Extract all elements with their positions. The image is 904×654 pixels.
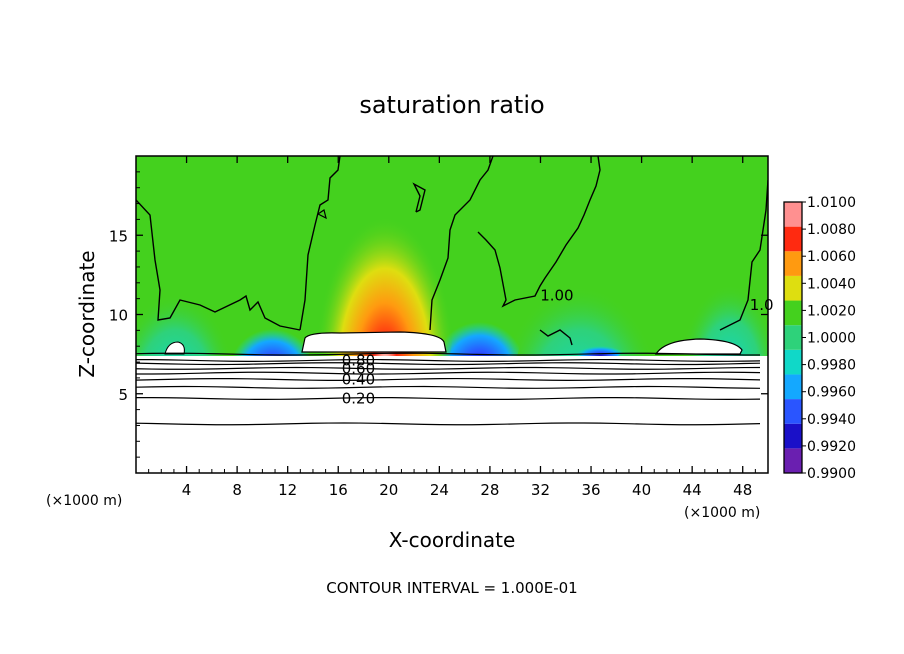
- colorbar-swatch: [784, 275, 802, 301]
- x-tick-label: 40: [632, 481, 651, 499]
- stable-contour-line: [136, 397, 761, 401]
- colorbar-swatch: [784, 423, 802, 449]
- chart-title: saturation ratio: [359, 91, 544, 119]
- contour-labels: 0.800.600.40 0.20 1.00 1.0: [342, 286, 774, 407]
- contour-1.00-d: [477, 156, 601, 308]
- x-axis-title: X-coordinate: [389, 528, 516, 552]
- x-tick-label: 4: [182, 481, 192, 499]
- contour-label: 1.0: [750, 296, 774, 314]
- stable-contour-line: [136, 371, 761, 375]
- stable-contours: [136, 352, 761, 426]
- x-tick-label: 16: [329, 481, 348, 499]
- contour-interval-text: CONTOUR INTERVAL = 1.000E-01: [326, 579, 577, 597]
- colorbar-swatch: [784, 399, 802, 424]
- stable-contour-line: [136, 422, 761, 426]
- cloud-base-white-left: [301, 331, 447, 353]
- cloud-base-white-small: [164, 341, 185, 355]
- colorbar-label: 1.0080: [807, 222, 856, 238]
- contour-label: 0.60: [342, 359, 375, 377]
- x-tick-label: 24: [430, 481, 449, 499]
- stable-layer: [136, 356, 768, 473]
- stable-contour-line: [136, 358, 761, 362]
- colorbar-swatch: [784, 226, 802, 252]
- colorbar-swatch: [784, 202, 802, 227]
- colorbar-swatch: [784, 349, 802, 375]
- colorbar-label: 0.9940: [807, 412, 856, 428]
- contour-1.00-c: [429, 156, 494, 331]
- contour-1.00-e: [539, 329, 573, 346]
- x-unit-right: (×1000 m): [684, 505, 760, 521]
- colorbar-label: 1.0020: [807, 303, 856, 319]
- x-unit-left: (×1000 m): [46, 493, 122, 509]
- y-tick-label: 10: [109, 307, 128, 325]
- colorbar-label: 1.0000: [807, 331, 856, 347]
- colorbar-label: 1.0040: [807, 276, 856, 292]
- colorbar-label: 1.0060: [807, 249, 856, 265]
- x-tick-label: 28: [480, 481, 499, 499]
- x-tick-label: 48: [733, 481, 752, 499]
- colorbar-swatch: [784, 448, 802, 473]
- stable-contour-line: [136, 362, 761, 366]
- stable-contour-line: [136, 385, 761, 389]
- colorbar-label: 0.9980: [807, 358, 856, 374]
- colorbar-label: 1.0100: [807, 195, 856, 211]
- colorbar-label: 0.9960: [807, 385, 856, 401]
- y-tick-label: 5: [118, 386, 128, 404]
- stable-contour-line: [136, 377, 761, 381]
- x-tick-label: 44: [683, 481, 702, 499]
- contour-1.00-h: [317, 209, 327, 220]
- y-axis-title: Z-coordinate: [75, 250, 99, 377]
- colorbar-swatch: [784, 300, 802, 326]
- colorbar-swatch: [784, 374, 802, 400]
- x-tick-label: 8: [232, 481, 242, 499]
- cloud-base-white-right: [654, 338, 743, 355]
- stable-contour-line: [136, 366, 761, 370]
- contour-1.00-a: [136, 199, 301, 331]
- contour-label: 0.40: [342, 370, 375, 388]
- x-axis: 4 8 12 16 20 24 28 32 36 40 44 48: [148, 156, 756, 499]
- low-zone-far: [573, 340, 623, 360]
- y-tick-label: 15: [109, 227, 128, 245]
- contour-1.00-f: [719, 179, 768, 331]
- colorbar-swatch: [784, 325, 802, 350]
- x-tick-label: 12: [278, 481, 297, 499]
- colorbar: 0.9900 0.9920 0.9940 0.9960 0.9980 1.0000 1.00…: [783, 195, 856, 482]
- contour-label: 0.80: [342, 351, 375, 369]
- plot-area: [136, 156, 768, 473]
- colorbar-label: 0.9900: [807, 466, 856, 482]
- contour-label: 0.20: [342, 390, 375, 408]
- x-tick-label: 32: [531, 481, 550, 499]
- colorbar-label: 0.9920: [807, 439, 856, 455]
- colorbar-swatch: [784, 251, 802, 276]
- x-tick-label: 36: [581, 481, 600, 499]
- y-axis: 5 10 15: [109, 171, 768, 458]
- contour-1.00-b: [299, 156, 341, 331]
- stable-contour-line: [136, 352, 761, 356]
- contour-label: 1.00: [540, 286, 573, 304]
- contour-1.00-g: [412, 182, 426, 213]
- x-tick-label: 20: [379, 481, 398, 499]
